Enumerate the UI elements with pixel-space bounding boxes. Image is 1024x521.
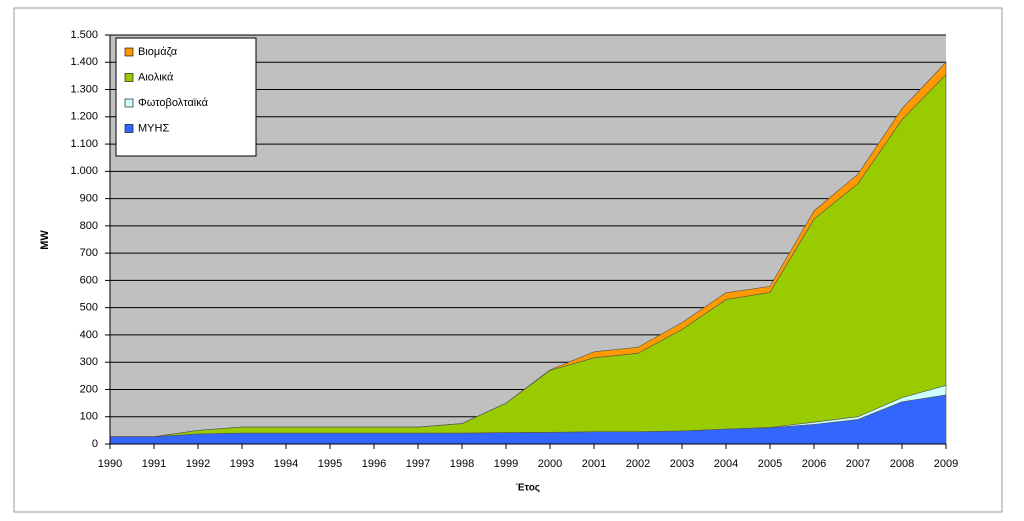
legend-label: ΜΥΗΣ: [138, 122, 169, 134]
x-tick-label: 1994: [274, 458, 298, 470]
y-tick-label: 0: [92, 438, 98, 450]
legend-swatch: [124, 47, 134, 57]
x-tick-label: 1995: [318, 458, 342, 470]
legend-swatch: [124, 98, 134, 108]
y-tick-label: 400: [80, 329, 98, 341]
y-tick-label: 200: [80, 383, 98, 395]
x-tick-label: 2005: [758, 458, 782, 470]
x-tick-label: 2000: [538, 458, 562, 470]
legend-label: Αιολικά: [138, 71, 174, 83]
x-tick-label: 2002: [626, 458, 650, 470]
y-tick-label: 1.000: [70, 165, 98, 177]
legend-label: Βιομάζα: [138, 46, 178, 58]
x-tick-label: 2003: [670, 458, 694, 470]
x-tick-label: 2006: [802, 458, 826, 470]
x-tick-label: 1992: [186, 458, 210, 470]
x-tick-label: 2001: [582, 458, 606, 470]
x-tick-label: 1990: [98, 458, 122, 470]
y-tick-label: 700: [80, 247, 98, 259]
x-tick-label: 1993: [230, 458, 254, 470]
x-tick-label: 1996: [362, 458, 386, 470]
x-tick-label: 1999: [494, 458, 518, 470]
y-tick-label: 500: [80, 302, 98, 314]
y-tick-label: 300: [80, 356, 98, 368]
legend-label: Φωτοβολταϊκά: [138, 97, 209, 109]
x-tick-label: 2009: [934, 458, 958, 470]
y-tick-label: 900: [80, 193, 98, 205]
legend-swatch: [124, 124, 134, 133]
y-tick-label: 1.400: [70, 56, 98, 68]
x-tick-label: 2004: [714, 458, 738, 470]
y-tick-label: 100: [80, 411, 98, 423]
y-tick-label: 800: [80, 220, 98, 232]
legend: [115, 37, 257, 157]
y-tick-label: 600: [80, 274, 98, 286]
y-axis-label: MW: [39, 230, 51, 250]
y-tick-label: 1.300: [70, 83, 98, 95]
x-tick-label: 1991: [142, 458, 166, 470]
x-tick-label: 1998: [450, 458, 474, 470]
x-tick-label: 1997: [406, 458, 430, 470]
x-axis-label: Έτος: [516, 483, 540, 494]
x-tick-label: 2008: [890, 458, 914, 470]
legend-swatch: [124, 73, 134, 82]
y-tick-label: 1.200: [70, 111, 98, 123]
area: [110, 61, 947, 437]
y-tick-label: 1.100: [70, 138, 98, 150]
x-tick-label: 2007: [846, 458, 870, 470]
y-tick-label: 1.500: [70, 29, 98, 41]
